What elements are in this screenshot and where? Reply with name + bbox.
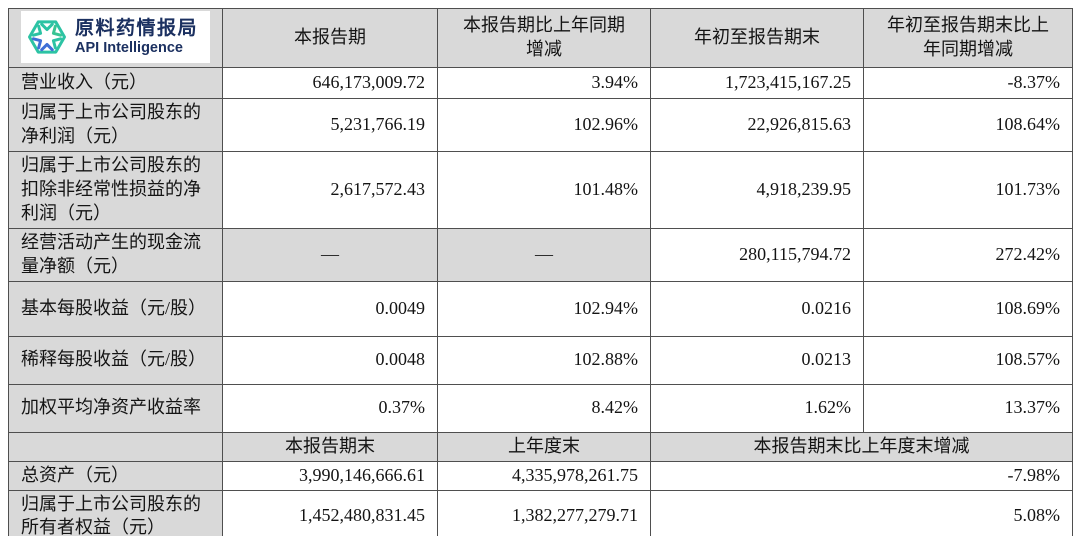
row-total-assets: 总资产（元） 3,990,146,666.61 4,335,978,261.75… bbox=[8, 460, 1073, 491]
logo-cell: 原料药情报局 API Intelligence bbox=[8, 8, 223, 68]
metric-label: 加权平均净资产收益率 bbox=[8, 383, 223, 433]
value-yoy-change: 102.94% bbox=[437, 280, 651, 337]
value-current-period: 0.0049 bbox=[222, 280, 438, 337]
col-header-ytd: 年初至报告期末 bbox=[650, 8, 864, 68]
value-ytd-yoy-change: 272.42% bbox=[863, 227, 1073, 282]
value-ytd-yoy-change: 108.64% bbox=[863, 97, 1073, 152]
value-period-end-change: 5.08% bbox=[650, 489, 1073, 536]
value-ytd-yoy-change: 108.57% bbox=[863, 335, 1073, 385]
metric-label: 经营活动产生的现金流量净额（元） bbox=[8, 227, 223, 282]
brand-logo: 原料药情报局 API Intelligence bbox=[21, 11, 210, 63]
header-row: 原料药情报局 API Intelligence 本报告期 本报告期比上年同期 增… bbox=[8, 8, 1073, 68]
col-header-period-end-change: 本报告期末比上年度末增减 bbox=[650, 431, 1073, 462]
value-current-period: 646,173,009.72 bbox=[222, 66, 438, 99]
brand-subtitle: API Intelligence bbox=[75, 39, 183, 56]
value-yoy-change: 3.94% bbox=[437, 66, 651, 99]
value-ytd: 22,926,815.63 bbox=[650, 97, 864, 152]
value-ytd-yoy-change: 101.73% bbox=[863, 150, 1073, 229]
metric-label: 归属于上市公司股东的净利润（元） bbox=[8, 97, 223, 152]
value-yoy-change: 102.96% bbox=[437, 97, 651, 152]
value-yoy-change: — bbox=[437, 227, 651, 282]
col-header-end-of-period: 本报告期末 bbox=[222, 431, 438, 462]
value-current-period: 2,617,572.43 bbox=[222, 150, 438, 229]
col-header-end-of-prior-year: 上年度末 bbox=[437, 431, 651, 462]
value-ytd: 280,115,794.72 bbox=[650, 227, 864, 282]
metric-label: 归属于上市公司股东的扣除非经常性损益的净利润（元） bbox=[8, 150, 223, 229]
value-period-end-change: -7.98% bbox=[650, 460, 1073, 491]
value-ytd: 1.62% bbox=[650, 383, 864, 433]
value-current-period: 0.37% bbox=[222, 383, 438, 433]
metric-label: 总资产（元） bbox=[8, 460, 223, 491]
metric-label: 营业收入（元） bbox=[8, 66, 223, 99]
row-diluted-eps: 稀释每股收益（元/股） 0.0048 102.88% 0.0213 108.57… bbox=[8, 335, 1073, 385]
value-end-of-period: 3,990,146,666.61 bbox=[222, 460, 438, 491]
value-ytd-yoy-change: 13.37% bbox=[863, 383, 1073, 433]
row-net-profit: 归属于上市公司股东的净利润（元） 5,231,766.19 102.96% 22… bbox=[8, 97, 1073, 152]
value-ytd: 0.0216 bbox=[650, 280, 864, 337]
value-ytd: 0.0213 bbox=[650, 335, 864, 385]
financial-summary-table: 原料药情报局 API Intelligence 本报告期 本报告期比上年同期 增… bbox=[8, 8, 1073, 536]
col-header-ytd-yoy-change: 年初至报告期末比上 年同期增减 bbox=[863, 8, 1073, 68]
value-yoy-change: 8.42% bbox=[437, 383, 651, 433]
value-current-period: 5,231,766.19 bbox=[222, 97, 438, 152]
value-end-of-prior-year: 4,335,978,261.75 bbox=[437, 460, 651, 491]
balance-header-spacer bbox=[8, 431, 223, 462]
metric-label: 基本每股收益（元/股） bbox=[8, 280, 223, 337]
brand-name: 原料药情报局 bbox=[75, 17, 199, 39]
value-ytd: 4,918,239.95 bbox=[650, 150, 864, 229]
value-end-of-prior-year: 1,382,277,279.71 bbox=[437, 489, 651, 536]
value-ytd: 1,723,415,167.25 bbox=[650, 66, 864, 99]
col-header-yoy-change: 本报告期比上年同期 增减 bbox=[437, 8, 651, 68]
metric-label: 归属于上市公司股东的所有者权益（元） bbox=[8, 489, 223, 536]
brand-hexagon-icon bbox=[28, 20, 66, 54]
col-header-current-period: 本报告期 bbox=[222, 8, 438, 68]
value-ytd-yoy-change: -8.37% bbox=[863, 66, 1073, 99]
row-operating-cash-flow: 经营活动产生的现金流量净额（元） — — 280,115,794.72 272.… bbox=[8, 227, 1073, 282]
value-end-of-period: 1,452,480,831.45 bbox=[222, 489, 438, 536]
value-current-period: 0.0048 bbox=[222, 335, 438, 385]
value-current-period: — bbox=[222, 227, 438, 282]
row-operating-revenue: 营业收入（元） 646,173,009.72 3.94% 1,723,415,1… bbox=[8, 66, 1073, 99]
metric-label: 稀释每股收益（元/股） bbox=[8, 335, 223, 385]
row-weighted-avg-roe: 加权平均净资产收益率 0.37% 8.42% 1.62% 13.37% bbox=[8, 383, 1073, 433]
value-yoy-change: 101.48% bbox=[437, 150, 651, 229]
balance-header-row: 本报告期末 上年度末 本报告期末比上年度末增减 bbox=[8, 431, 1073, 462]
row-basic-eps: 基本每股收益（元/股） 0.0049 102.94% 0.0216 108.69… bbox=[8, 280, 1073, 337]
value-yoy-change: 102.88% bbox=[437, 335, 651, 385]
brand-text: 原料药情报局 API Intelligence bbox=[75, 18, 198, 57]
row-non-gaap-net-profit: 归属于上市公司股东的扣除非经常性损益的净利润（元） 2,617,572.43 1… bbox=[8, 150, 1073, 229]
value-ytd-yoy-change: 108.69% bbox=[863, 280, 1073, 337]
row-equity: 归属于上市公司股东的所有者权益（元） 1,452,480,831.45 1,38… bbox=[8, 489, 1073, 536]
